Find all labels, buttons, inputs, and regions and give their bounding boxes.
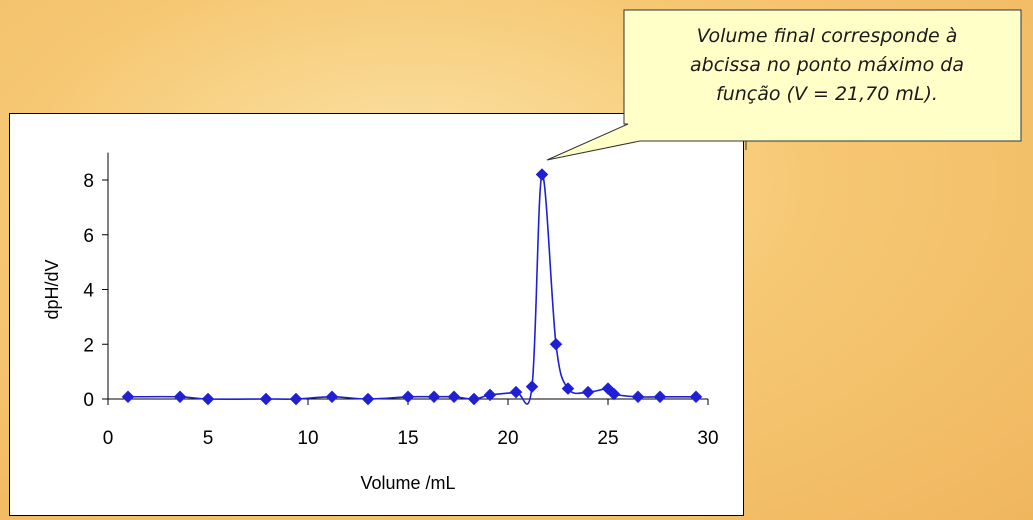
data-point [289, 392, 303, 406]
data-point [325, 390, 339, 404]
data-point [653, 390, 667, 404]
data-point [467, 392, 481, 406]
data-point [447, 390, 461, 404]
data-point [549, 337, 563, 351]
data-point [525, 380, 539, 394]
data-point [121, 390, 135, 404]
callout-line-2: abcissa no ponto máximo da [689, 54, 964, 76]
data-point [361, 392, 375, 406]
data-point [483, 388, 497, 402]
y-tick-label: 0 [83, 390, 94, 411]
callout-line-1: Volume final corresponde à [696, 25, 958, 47]
y-tick-label: 2 [83, 335, 94, 356]
data-point [535, 168, 549, 181]
x-tick-label: 10 [297, 428, 318, 449]
y-tick-label: 6 [83, 226, 94, 247]
x-tick-label: 20 [497, 428, 518, 449]
data-point [607, 387, 621, 401]
callout-text: Volume final corresponde à abcissa no po… [632, 22, 1022, 109]
x-tick-label: 15 [397, 428, 418, 449]
chart-plot: 0 2 4 6 8 0 5 10 15 20 25 30 Volume /mL dpH/dV [42, 152, 719, 493]
series-line [127, 173, 696, 405]
x-tick-label: 0 [103, 428, 114, 449]
data-point [401, 390, 415, 404]
data-point [631, 390, 645, 404]
callout-line-3: função (V = 21,70 mL). [716, 83, 938, 105]
x-tick-label: 30 [697, 428, 718, 449]
x-tick-label: 25 [597, 428, 618, 449]
y-tick-label: 4 [83, 281, 94, 302]
chart-area: 0 2 4 6 8 0 5 10 15 20 25 30 Volume /mL dpH/dV [9, 113, 744, 516]
x-axis-title: Volume /mL [360, 473, 455, 493]
data-point [259, 392, 273, 406]
data-point [509, 385, 523, 399]
data-point [561, 382, 575, 395]
data-point [201, 392, 215, 406]
data-point [427, 390, 441, 404]
x-tick-label: 5 [203, 428, 214, 449]
data-point [173, 390, 187, 404]
data-point [689, 390, 703, 404]
data-point [601, 382, 615, 395]
y-tick-label: 8 [83, 171, 94, 192]
y-axis-title: dpH/dV [42, 259, 62, 319]
data-point [581, 385, 595, 399]
